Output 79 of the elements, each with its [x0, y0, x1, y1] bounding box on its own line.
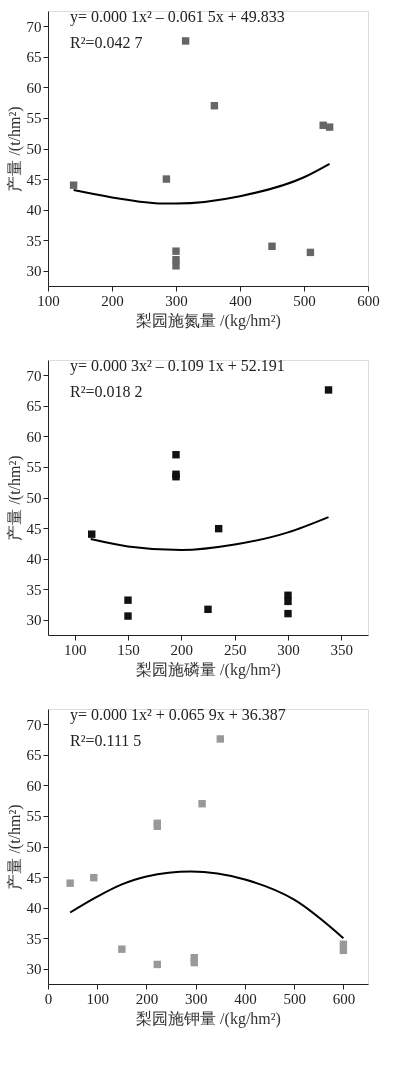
- x-tick-label: 0: [44, 990, 53, 1007]
- point: [118, 945, 126, 953]
- point: [88, 530, 96, 538]
- y-tick-label: 60: [26, 79, 42, 96]
- y-tick-label: 70: [26, 716, 42, 733]
- x-tick-label: 100: [37, 292, 60, 309]
- y-axis-title: 产量 /(t/hm²): [5, 455, 24, 541]
- y-tick-label: 70: [26, 367, 42, 384]
- point: [284, 609, 292, 618]
- y-tick-label: 60: [26, 777, 42, 794]
- x-tick-label: 200: [101, 292, 124, 309]
- y-tick-label: 45: [26, 520, 42, 537]
- point: [172, 451, 180, 459]
- y-tick-label: 30: [26, 263, 42, 280]
- y-axis-title: 产量 /(t/hm²): [5, 106, 24, 192]
- x-tick-label: 300: [165, 292, 188, 309]
- point: [181, 37, 190, 45]
- point: [325, 123, 334, 131]
- x-axis-title: 梨园施磷量 /(kg/hm²): [136, 660, 281, 679]
- x-tick-label: 200: [170, 641, 194, 658]
- x-tick-label: 300: [184, 990, 208, 1007]
- y-axis-title: 产量 /(t/hm²): [5, 804, 24, 890]
- annotation: y= 0.000 1x² + 0.065 9x + 36.387: [70, 706, 286, 724]
- y-tick-label: 35: [26, 581, 42, 598]
- x-tick-label: 350: [330, 641, 354, 658]
- point: [324, 386, 333, 394]
- point: [124, 612, 132, 620]
- x-tick-label: 500: [283, 990, 306, 1007]
- x-tick-label: 150: [117, 641, 140, 658]
- point: [216, 735, 225, 743]
- point: [204, 605, 212, 614]
- y-tick-label: 30: [26, 612, 42, 629]
- line-series: [89, 516, 330, 552]
- y-tick-label: 50: [26, 490, 42, 506]
- y-tick-label: 40: [26, 202, 42, 219]
- point: [124, 596, 132, 604]
- point: [162, 175, 171, 183]
- point: [172, 247, 180, 255]
- annotation: y= 0.000 3x² – 0.109 1x + 52.191: [70, 357, 285, 375]
- point: [69, 181, 78, 189]
- annotation: R²=0.111 5: [70, 732, 142, 749]
- point: [198, 800, 206, 808]
- x-tick-label: 100: [86, 990, 109, 1007]
- annotation: R²=0.018 2: [70, 383, 143, 400]
- x-tick-label: 400: [234, 990, 257, 1007]
- x-axis-title: 梨园施钾量 /(kg/hm²): [136, 1009, 281, 1028]
- y-tick-label: 65: [26, 49, 42, 66]
- x-axis-title: 梨园施氮量 /(kg/hm²): [136, 311, 281, 330]
- annotation: y= 0.000 1x² – 0.061 5x + 49.833: [70, 8, 285, 26]
- x-tick-label: 300: [277, 641, 300, 658]
- y-tick-label: 55: [26, 110, 42, 127]
- x-tick-label: 600: [357, 292, 380, 309]
- x-tick-label: 600: [332, 990, 356, 1007]
- y-tick-label: 45: [26, 171, 42, 188]
- x-tick-label: 500: [293, 292, 316, 309]
- point: [268, 242, 276, 250]
- point: [66, 879, 74, 887]
- y-tick-label: 65: [26, 747, 42, 764]
- y-tick-label: 50: [26, 839, 42, 855]
- x-tick-label: 400: [229, 292, 252, 309]
- y-tick-label: 35: [26, 930, 42, 947]
- point: [319, 121, 327, 129]
- annotation: R²=0.042 7: [70, 34, 143, 51]
- y-tick-label: 65: [26, 398, 42, 415]
- y-tick-label: 70: [26, 18, 42, 35]
- x-tick-label: 250: [223, 641, 247, 658]
- y-tick-label: 50: [26, 141, 42, 157]
- y-tick-label: 55: [26, 459, 42, 476]
- y-tick-label: 35: [26, 232, 42, 249]
- y-tick-label: 45: [26, 869, 42, 886]
- x-tick-label: 200: [135, 990, 159, 1007]
- y-tick-label: 60: [26, 428, 42, 445]
- x-tick-label: 100: [63, 641, 87, 658]
- point: [284, 597, 292, 606]
- y-tick-label: 40: [26, 551, 42, 568]
- point: [172, 262, 180, 270]
- y-tick-label: 40: [26, 900, 42, 917]
- y-tick-label: 55: [26, 808, 42, 825]
- y-tick-label: 30: [26, 961, 42, 978]
